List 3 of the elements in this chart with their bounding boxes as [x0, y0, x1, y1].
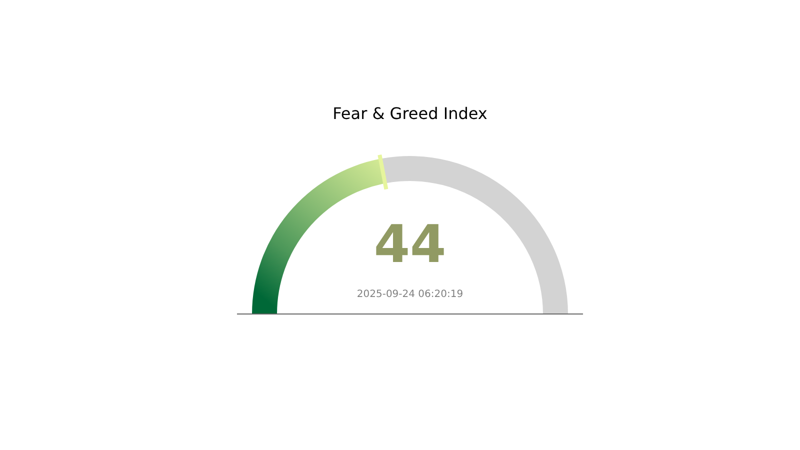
chart-title: Fear & Greed Index	[332, 104, 488, 123]
text: 2025-09-24 06:20:19	[356, 289, 464, 300]
data-label: 44	[374, 215, 446, 275]
